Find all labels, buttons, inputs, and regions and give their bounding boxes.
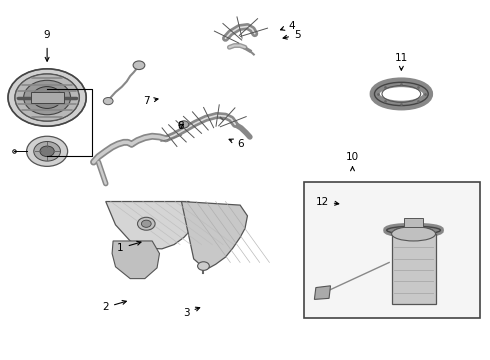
Bar — [31, 92, 64, 103]
Circle shape — [32, 87, 62, 108]
Polygon shape — [315, 286, 331, 300]
Polygon shape — [112, 241, 159, 279]
Circle shape — [138, 217, 155, 230]
Text: 12: 12 — [316, 197, 339, 207]
Text: 7: 7 — [143, 96, 158, 106]
Circle shape — [24, 80, 71, 115]
Polygon shape — [181, 202, 247, 270]
Circle shape — [103, 98, 113, 105]
Bar — [392, 234, 436, 304]
Polygon shape — [106, 202, 196, 249]
Text: 2: 2 — [102, 301, 126, 312]
Text: 1: 1 — [117, 241, 141, 253]
Circle shape — [179, 121, 189, 128]
Text: 5: 5 — [283, 30, 300, 40]
Text: 8: 8 — [177, 121, 184, 131]
Circle shape — [197, 262, 209, 270]
Circle shape — [142, 220, 151, 227]
Text: 4: 4 — [281, 21, 294, 31]
Circle shape — [8, 69, 86, 126]
Circle shape — [133, 61, 145, 69]
Circle shape — [15, 74, 79, 121]
Bar — [404, 219, 423, 227]
Bar — [304, 182, 480, 318]
Ellipse shape — [392, 226, 436, 241]
Text: 10: 10 — [346, 152, 359, 162]
Text: 6: 6 — [229, 139, 244, 149]
Circle shape — [40, 146, 54, 157]
Circle shape — [26, 136, 68, 166]
Text: 3: 3 — [183, 307, 200, 318]
Text: 9: 9 — [44, 30, 50, 40]
Circle shape — [34, 141, 60, 161]
Text: 11: 11 — [395, 53, 408, 70]
